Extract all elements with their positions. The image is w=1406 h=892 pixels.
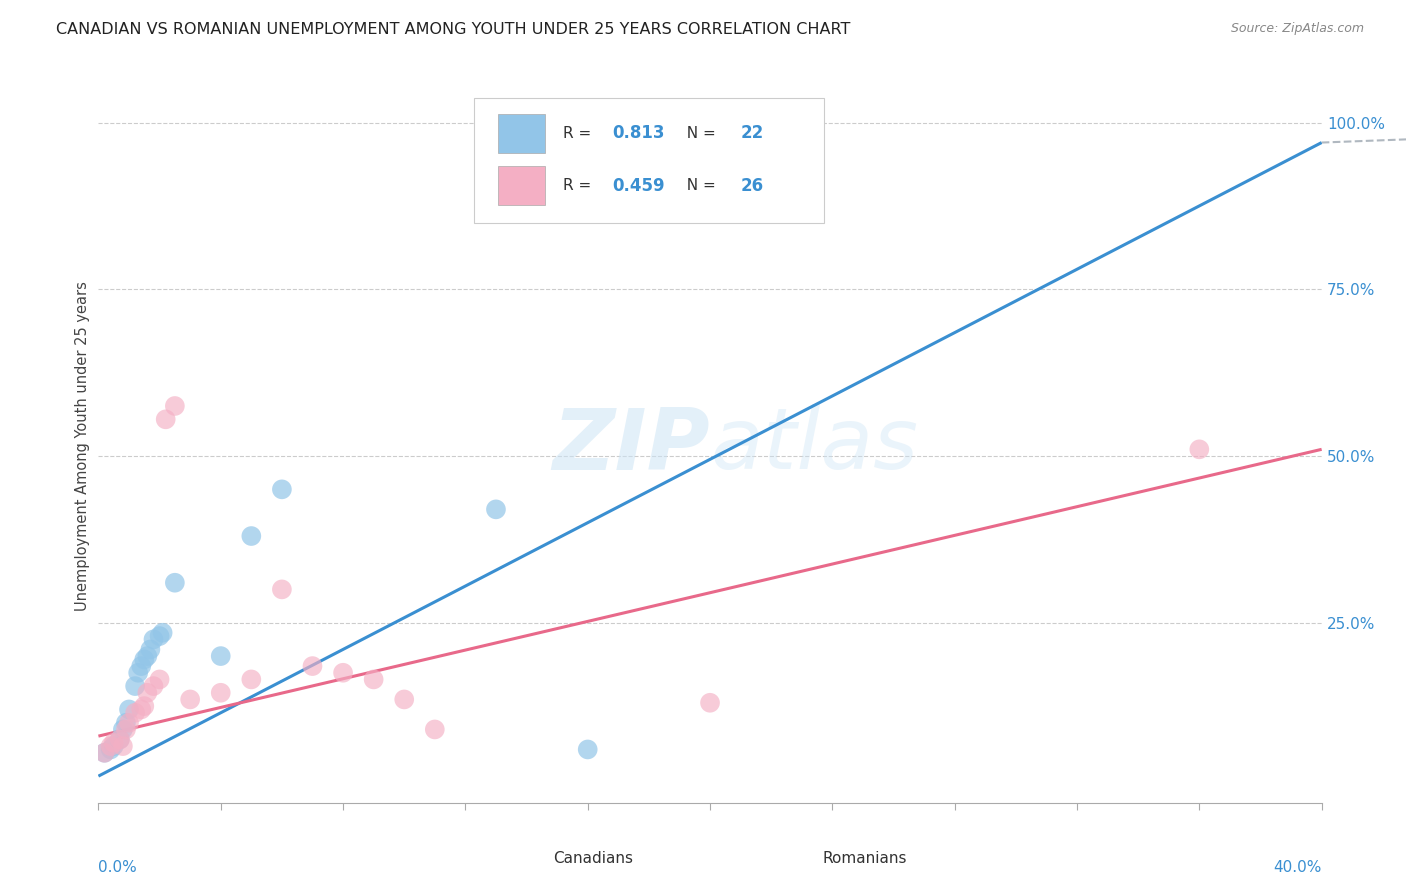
- Point: [127, 665, 149, 680]
- Point: [576, 742, 599, 756]
- Point: [209, 649, 232, 664]
- Text: ZIP: ZIP: [553, 404, 710, 488]
- Point: [363, 673, 385, 687]
- Point: [93, 746, 115, 760]
- Text: Source: ZipAtlas.com: Source: ZipAtlas.com: [1230, 22, 1364, 36]
- Point: [115, 715, 138, 730]
- FancyBboxPatch shape: [498, 114, 546, 153]
- Point: [134, 699, 156, 714]
- Point: [100, 742, 122, 756]
- Point: [149, 673, 172, 687]
- Point: [108, 732, 131, 747]
- Point: [240, 529, 263, 543]
- Point: [111, 723, 134, 737]
- Text: N =: N =: [678, 126, 721, 141]
- Point: [134, 652, 156, 666]
- Y-axis label: Unemployment Among Youth under 25 years: Unemployment Among Youth under 25 years: [75, 281, 90, 611]
- Point: [163, 399, 186, 413]
- FancyBboxPatch shape: [498, 166, 546, 205]
- Text: 0.0%: 0.0%: [98, 860, 138, 875]
- Point: [124, 679, 146, 693]
- Point: [152, 625, 174, 640]
- Point: [149, 629, 172, 643]
- FancyBboxPatch shape: [759, 842, 808, 876]
- Point: [129, 702, 152, 716]
- Text: Canadians: Canadians: [554, 851, 634, 866]
- Point: [270, 582, 292, 597]
- Text: 26: 26: [741, 177, 763, 194]
- Point: [118, 702, 141, 716]
- Point: [332, 665, 354, 680]
- Text: atlas: atlas: [710, 404, 918, 488]
- Point: [103, 736, 125, 750]
- Point: [142, 632, 165, 647]
- Point: [209, 686, 232, 700]
- FancyBboxPatch shape: [489, 842, 538, 876]
- Point: [136, 686, 159, 700]
- Point: [93, 746, 115, 760]
- Point: [108, 732, 131, 747]
- Point: [699, 696, 721, 710]
- Point: [179, 692, 201, 706]
- Text: N =: N =: [678, 178, 721, 193]
- Point: [240, 673, 263, 687]
- Text: R =: R =: [564, 178, 596, 193]
- Point: [163, 575, 186, 590]
- Point: [423, 723, 446, 737]
- Point: [124, 706, 146, 720]
- Text: 40.0%: 40.0%: [1274, 860, 1322, 875]
- Text: CANADIAN VS ROMANIAN UNEMPLOYMENT AMONG YOUTH UNDER 25 YEARS CORRELATION CHART: CANADIAN VS ROMANIAN UNEMPLOYMENT AMONG …: [56, 22, 851, 37]
- Point: [1188, 442, 1211, 457]
- Point: [155, 412, 177, 426]
- Point: [100, 739, 122, 753]
- Text: 22: 22: [741, 125, 763, 143]
- Text: 0.813: 0.813: [612, 125, 665, 143]
- Point: [139, 642, 162, 657]
- Point: [301, 659, 323, 673]
- Text: R =: R =: [564, 126, 596, 141]
- Point: [485, 502, 508, 516]
- Text: Romanians: Romanians: [823, 851, 907, 866]
- Point: [270, 483, 292, 497]
- Point: [111, 739, 134, 753]
- Point: [129, 659, 152, 673]
- Point: [136, 649, 159, 664]
- Point: [103, 739, 125, 753]
- Point: [142, 679, 165, 693]
- Point: [118, 715, 141, 730]
- FancyBboxPatch shape: [474, 98, 824, 223]
- Point: [392, 692, 416, 706]
- Point: [115, 723, 138, 737]
- Text: 0.459: 0.459: [612, 177, 665, 194]
